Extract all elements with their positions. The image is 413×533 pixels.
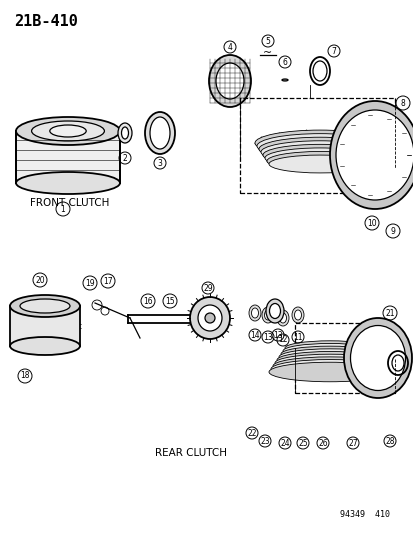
Ellipse shape <box>204 313 214 323</box>
Ellipse shape <box>16 117 120 145</box>
Text: 18: 18 <box>20 372 30 381</box>
Ellipse shape <box>335 110 413 200</box>
Bar <box>16 131 120 183</box>
Ellipse shape <box>280 346 378 362</box>
Ellipse shape <box>343 318 411 398</box>
Text: 21: 21 <box>385 309 394 318</box>
Text: 26: 26 <box>318 439 327 448</box>
Ellipse shape <box>10 337 80 355</box>
Ellipse shape <box>209 55 250 107</box>
Ellipse shape <box>248 305 260 321</box>
Ellipse shape <box>190 297 230 339</box>
Ellipse shape <box>284 341 374 355</box>
Text: FRONT CLUTCH: FRONT CLUTCH <box>30 198 109 208</box>
Ellipse shape <box>197 305 221 331</box>
Text: 4: 4 <box>227 43 232 52</box>
Ellipse shape <box>268 155 370 173</box>
Ellipse shape <box>259 137 380 161</box>
Text: 23: 23 <box>259 437 269 446</box>
Ellipse shape <box>254 130 384 156</box>
Text: 2: 2 <box>122 154 127 163</box>
Text: 25: 25 <box>297 439 307 448</box>
Ellipse shape <box>10 295 80 317</box>
Text: 11: 11 <box>292 333 302 342</box>
Ellipse shape <box>274 354 384 372</box>
Text: 94349  410: 94349 410 <box>339 510 389 519</box>
Ellipse shape <box>256 134 382 158</box>
Ellipse shape <box>391 355 403 371</box>
Text: REAR CLUTCH: REAR CLUTCH <box>154 448 226 458</box>
Text: 9: 9 <box>389 227 394 236</box>
Ellipse shape <box>260 141 378 163</box>
Ellipse shape <box>121 127 128 139</box>
Ellipse shape <box>16 172 120 194</box>
Text: 5: 5 <box>265 36 270 45</box>
Text: 15: 15 <box>165 296 174 305</box>
Ellipse shape <box>251 308 258 318</box>
Ellipse shape <box>31 121 104 141</box>
Ellipse shape <box>145 112 175 154</box>
Text: 22: 22 <box>247 429 256 438</box>
Text: 7: 7 <box>331 46 336 55</box>
Ellipse shape <box>282 343 376 359</box>
Text: 3: 3 <box>157 158 162 167</box>
Text: 6: 6 <box>282 58 287 67</box>
Ellipse shape <box>281 79 287 81</box>
Ellipse shape <box>264 148 374 168</box>
Ellipse shape <box>350 326 404 391</box>
Text: 27: 27 <box>347 439 357 448</box>
Ellipse shape <box>329 101 413 209</box>
Ellipse shape <box>312 61 326 81</box>
Ellipse shape <box>272 357 386 375</box>
Text: 13: 13 <box>273 330 282 340</box>
Ellipse shape <box>264 310 271 320</box>
Text: 20: 20 <box>35 276 45 285</box>
Ellipse shape <box>278 349 380 365</box>
Ellipse shape <box>262 144 376 166</box>
Ellipse shape <box>276 310 288 326</box>
Text: 17: 17 <box>103 277 112 286</box>
Ellipse shape <box>268 362 390 382</box>
Text: 8: 8 <box>400 99 404 108</box>
Ellipse shape <box>276 352 382 368</box>
Ellipse shape <box>261 307 273 323</box>
Ellipse shape <box>266 151 372 171</box>
Bar <box>16 131 120 183</box>
Text: 14: 14 <box>249 330 259 340</box>
Bar <box>240 98 394 193</box>
Text: 28: 28 <box>385 437 394 446</box>
Ellipse shape <box>216 63 243 99</box>
Text: 19: 19 <box>85 279 95 287</box>
Ellipse shape <box>20 299 70 313</box>
Text: 21B-410: 21B-410 <box>14 14 78 29</box>
Ellipse shape <box>50 125 86 137</box>
Ellipse shape <box>279 313 286 323</box>
Ellipse shape <box>269 303 280 319</box>
Ellipse shape <box>294 310 301 320</box>
Bar <box>294 323 394 393</box>
Text: 10: 10 <box>366 219 376 228</box>
Ellipse shape <box>271 360 388 378</box>
Text: 16: 16 <box>143 296 152 305</box>
Text: 12: 12 <box>278 335 287 344</box>
Ellipse shape <box>266 299 283 323</box>
Text: ~: ~ <box>263 48 272 58</box>
Text: 13: 13 <box>263 333 272 342</box>
Ellipse shape <box>150 117 170 149</box>
Ellipse shape <box>291 307 303 323</box>
Ellipse shape <box>118 123 132 143</box>
Text: 29: 29 <box>203 284 212 293</box>
Text: 24: 24 <box>280 439 289 448</box>
Text: 1: 1 <box>60 205 65 214</box>
Bar <box>10 306 80 346</box>
